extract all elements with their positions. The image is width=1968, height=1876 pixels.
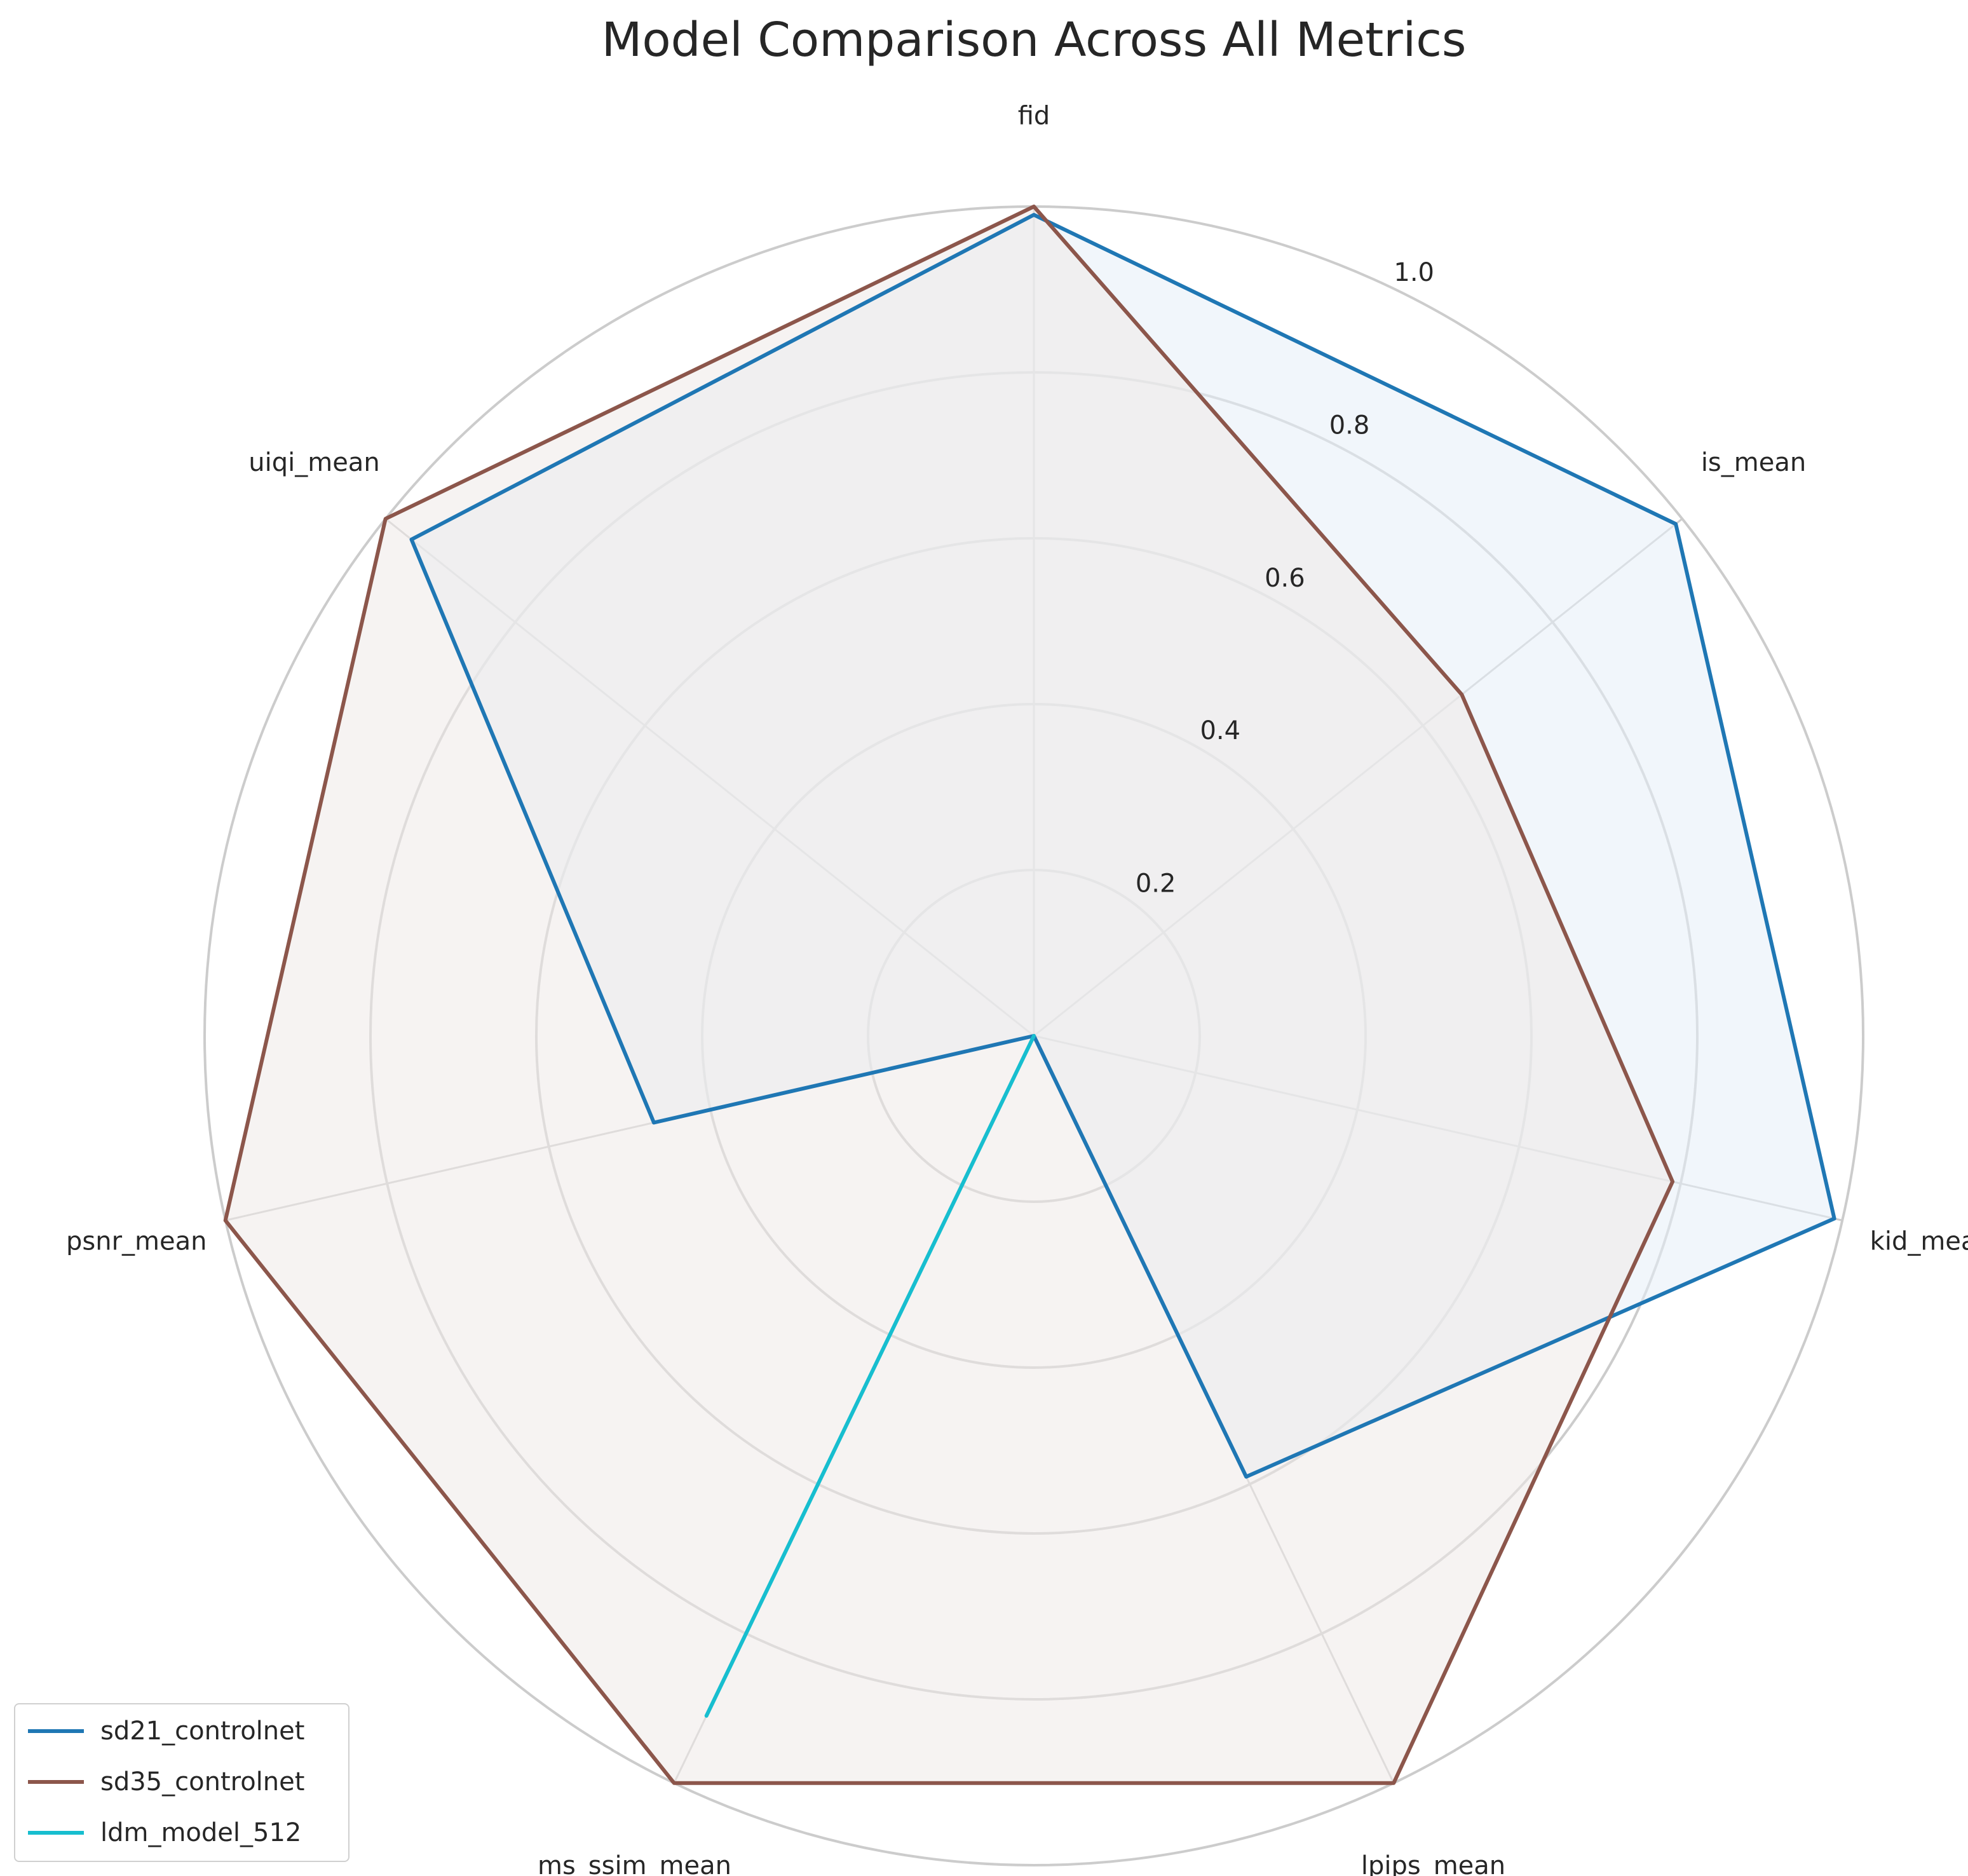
legend-item-sd35-controlnet: sd35_controlnet	[28, 1763, 304, 1801]
series-line-sd21-controlnet	[409, 213, 1836, 1479]
legend-swatch-sd35-controlnet	[28, 1780, 84, 1784]
legend-label-sd21-controlnet: sd21_controlnet	[100, 1716, 305, 1746]
axis-label-fid: fid	[1018, 101, 1050, 130]
legend: sd21_controlnet sd35_controlnet ldm_mode…	[14, 1703, 349, 1862]
series-line-ldm-model-512	[704, 1034, 1036, 1718]
legend-swatch-ldm-model-512	[28, 1831, 84, 1835]
axis-label-kid-mean: kid_mean	[1870, 1227, 1968, 1256]
chart-title: Model Comparison Across All Metrics	[602, 13, 1467, 67]
r-tick-label-2: 0.6	[1265, 564, 1305, 593]
legend-item-ldm-model-512: ldm_model_512	[28, 1814, 301, 1852]
series-fills	[225, 207, 1835, 1783]
axis-label-uiqi-mean: uiqi_mean	[248, 448, 379, 477]
legend-swatch-sd21-controlnet	[28, 1729, 84, 1733]
legend-label-sd35-controlnet: sd35_controlnet	[100, 1767, 305, 1797]
axis-label-is-mean: is_mean	[1701, 448, 1806, 477]
legend-label-ldm-model-512: ldm_model_512	[100, 1818, 302, 1847]
r-tick-label-3: 0.8	[1329, 411, 1370, 440]
legend-item-sd21-controlnet: sd21_controlnet	[28, 1712, 304, 1750]
series-line-sd35-controlnet	[223, 205, 1675, 1785]
r-tick-label-1: 0.4	[1200, 716, 1240, 745]
axis-label-ms-ssim-mean: ms_ssim_mean	[538, 1851, 731, 1876]
axis-labels: fid is_mean kid_mean lpips_mean ms_ssim_mean…	[66, 101, 1968, 1876]
r-tick-label-0: 0.2	[1136, 869, 1176, 899]
series-fill-sd35-controlnet	[225, 207, 1673, 1783]
radial-tick-labels: 0.2 0.4 0.6 0.8 1.0	[1136, 258, 1434, 899]
r-tick-label-4: 1.0	[1394, 258, 1434, 287]
axis-label-lpips-mean: lpips_mean	[1361, 1851, 1505, 1876]
series-lines	[223, 205, 1836, 1785]
axis-label-psnr-mean: psnr_mean	[66, 1227, 207, 1256]
